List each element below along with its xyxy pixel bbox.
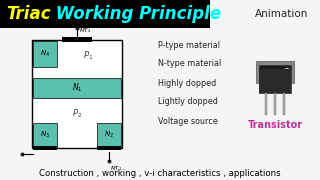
Bar <box>33 146 57 150</box>
Text: Animation: Animation <box>255 9 308 19</box>
Text: $N_1$: $N_1$ <box>72 82 82 94</box>
Bar <box>0 0 210 28</box>
Bar <box>97 146 121 150</box>
Bar <box>33 78 121 98</box>
Text: N-type material: N-type material <box>158 60 221 69</box>
Text: $MT_1$: $MT_1$ <box>110 164 122 173</box>
Bar <box>97 123 121 147</box>
Text: $MT_2$: $MT_2$ <box>79 26 91 35</box>
Text: Triac: Triac <box>6 5 51 23</box>
Bar <box>265 93 267 115</box>
Bar <box>33 41 57 67</box>
Text: Voltage source: Voltage source <box>158 116 218 125</box>
Bar <box>256 61 294 83</box>
Bar <box>274 93 276 115</box>
Bar <box>259 69 291 93</box>
Text: P-type material: P-type material <box>158 40 220 50</box>
Bar <box>259 65 291 93</box>
Bar <box>33 123 57 147</box>
Text: Transistor: Transistor <box>247 120 303 130</box>
Text: $N_4$: $N_4$ <box>40 49 50 59</box>
Text: $N_2$: $N_2$ <box>104 130 114 140</box>
Text: Working Principle: Working Principle <box>50 5 221 23</box>
Text: $P_1$: $P_1$ <box>83 50 93 62</box>
Circle shape <box>283 68 291 76</box>
Text: $N_3$: $N_3$ <box>40 130 50 140</box>
Text: Construction , working , v-i characteristics , applications: Construction , working , v-i characteris… <box>39 168 281 177</box>
Bar <box>283 93 285 115</box>
Text: Highly dopped: Highly dopped <box>158 78 216 87</box>
Bar <box>62 37 92 42</box>
Text: $P_2$: $P_2$ <box>72 108 82 120</box>
Bar <box>32 40 122 148</box>
Text: Lightly dopped: Lightly dopped <box>158 98 218 107</box>
